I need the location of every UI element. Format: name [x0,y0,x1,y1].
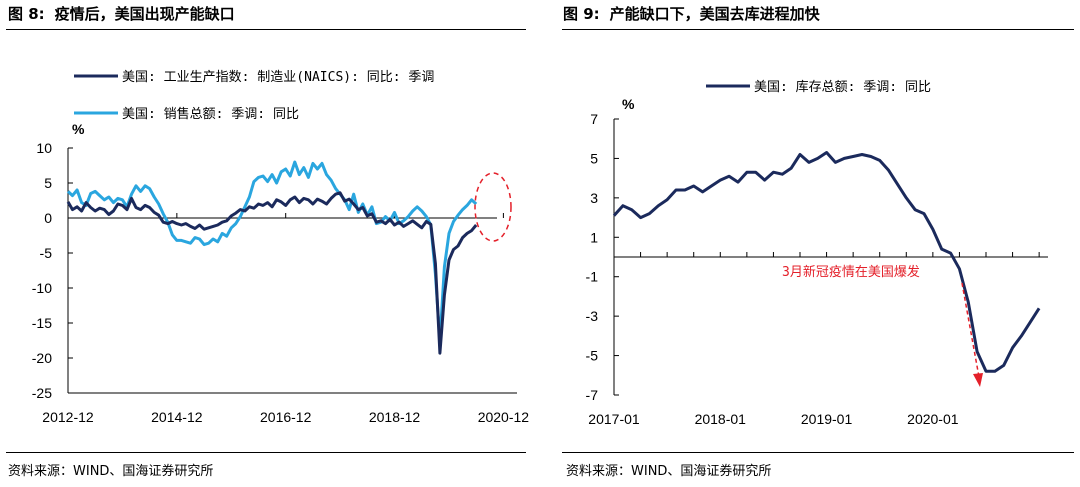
chart8-x-tick-label: 2014-12 [151,409,203,425]
chart9-y-tick-label: -1 [586,269,599,285]
chart8-x-tick-label: 2016-12 [260,409,312,425]
chart9-x-tick-label: 2017-01 [588,411,640,427]
chart8-x-tick-label: 2012-12 [42,409,94,425]
chart8-series-line-0 [66,191,478,355]
figure-8-title-text: 疫情后，美国出现产能缺口 [54,5,235,23]
chart8-y-tick-label: -10 [32,280,52,296]
chart8-series-line-1 [66,160,478,343]
figure-9-top-rule [562,29,1074,30]
chart9-annotation-arrow-line [961,282,980,378]
chart8-y-tick-label: -25 [32,385,52,401]
chart9-y-tick-label: 3 [590,190,598,206]
chart9-annotation-text: 3月新冠疫情在美国爆发 [782,264,920,280]
chart8-y-unit: % [72,121,85,137]
chart8-legend-label-1: 美国: 销售总额: 季调: 同比 [122,106,299,122]
chart9-x-tick-label: 2019-01 [801,411,853,427]
figure-8-title: 图 8: 疫情后，美国出现产能缺口 [8,0,235,28]
figure-8-number: 图 8: [8,5,45,23]
chart8-y-tick-label: 10 [36,140,52,156]
chart9-y-unit: % [622,96,635,112]
chart8-y-tick-label: -5 [40,245,53,261]
figure-8-source: 资料来源：WIND、国海证券研究所 [8,464,214,479]
figure-8-bottom-rule [6,452,526,453]
chart9-x-tick-label: 2020-01 [907,411,959,427]
chart8-y-tick-label: -20 [32,350,52,366]
chart9-x-tick-label: 2018-01 [695,411,747,427]
chart8-y-tick-label: 5 [44,175,52,191]
chart9-y-tick-label: 7 [590,111,598,127]
chart9-y-tick-label: -3 [586,308,599,324]
chart9-series-line [612,151,1041,373]
chart9-y-tick-label: -7 [586,387,599,403]
chart8-highlight-ellipse [474,172,512,242]
chart8-y-tick-label: 0 [44,210,52,226]
chart8-legend-label-0: 美国: 工业生产指数: 制造业(NAICS): 同比: 季调 [122,70,434,85]
figure-9-source: 资料来源：WIND、国海证券研究所 [566,464,772,479]
chart9-legend-label: 美国: 库存总额: 季调: 同比 [754,79,931,95]
figure-9-title-text: 产能缺口下，美国去库进程加快 [609,5,820,23]
figure-9-bottom-rule [562,452,1074,453]
chart9-y-tick-label: 5 [590,150,598,166]
chart8-x-tick-label: 2020-12 [478,409,530,425]
figure-9-title: 图 9: 产能缺口下，美国去库进程加快 [563,0,820,28]
chart8-y-tick-label: -15 [32,315,52,331]
chart9-annotation-arrow-head [973,373,983,387]
figure-8-top-rule [6,29,526,30]
chart9-y-tick-label: 1 [590,229,598,245]
figure-9-number: 图 9: [563,5,600,23]
chart8-x-tick-label: 2018-12 [369,409,421,425]
chart9-y-tick-label: -5 [586,348,599,364]
